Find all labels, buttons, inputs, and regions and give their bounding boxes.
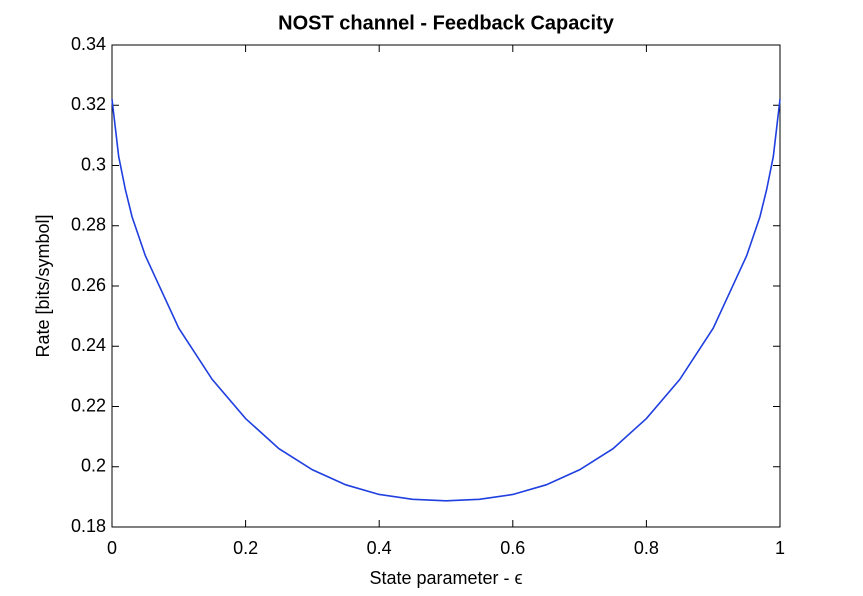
x-tick-label: 0.6 bbox=[500, 538, 525, 558]
y-tick-label: 0.22 bbox=[71, 395, 106, 415]
x-tick-label: 0 bbox=[107, 538, 117, 558]
plot-frame bbox=[111, 44, 781, 528]
y-tick-label: 0.18 bbox=[71, 516, 106, 536]
x-tick-label: 0.2 bbox=[233, 538, 258, 558]
y-tick-label: 0.28 bbox=[71, 215, 106, 235]
y-axis-label: Rate [bits/symbol] bbox=[33, 214, 53, 357]
y-tick-label: 0.34 bbox=[71, 34, 106, 54]
y-tick-label: 0.32 bbox=[71, 94, 106, 114]
chart-title: NOST channel - Feedback Capacity bbox=[278, 12, 615, 34]
x-tick-label: 1 bbox=[775, 538, 785, 558]
x-tick-label: 0.8 bbox=[634, 538, 659, 558]
x-tick-label: 0.4 bbox=[367, 538, 392, 558]
y-tick-label: 0.24 bbox=[71, 335, 106, 355]
data-line bbox=[111, 99, 781, 502]
y-tick-label: 0.2 bbox=[81, 456, 106, 476]
y-tick-label: 0.3 bbox=[81, 154, 106, 174]
x-axis-label: State parameter - ϵ bbox=[369, 568, 522, 588]
y-tick-label: 0.26 bbox=[71, 275, 106, 295]
